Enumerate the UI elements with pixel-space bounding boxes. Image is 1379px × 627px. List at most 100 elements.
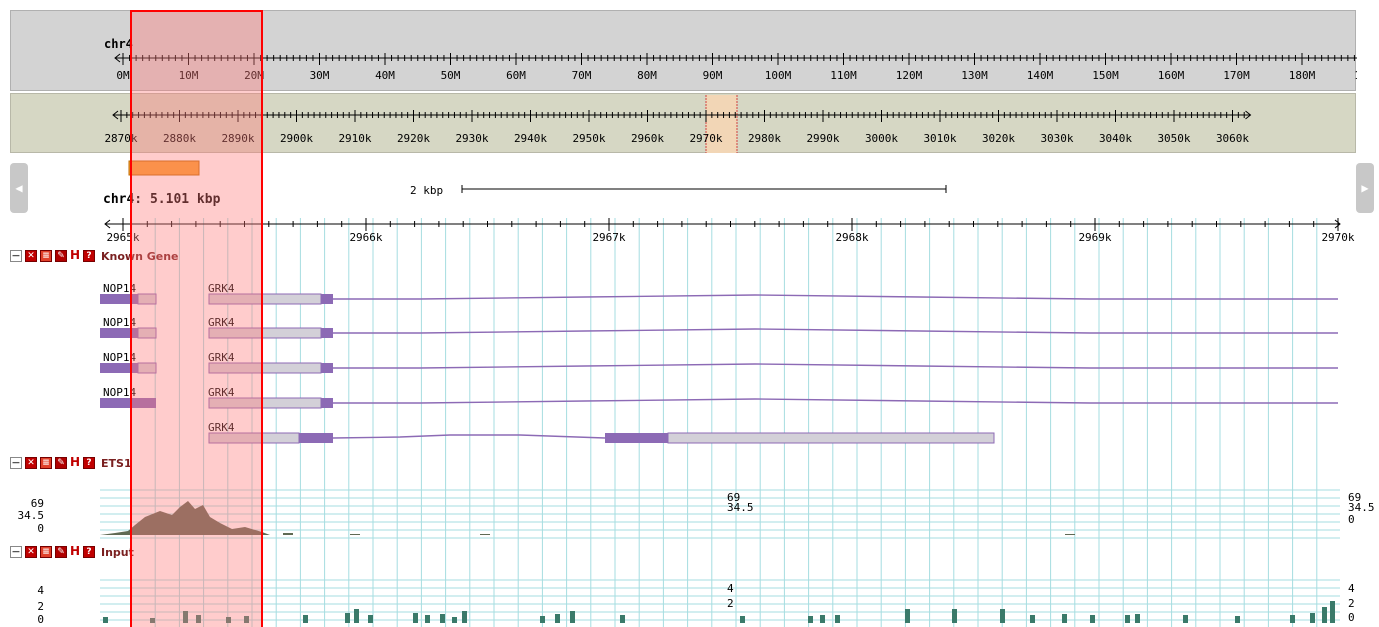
gene-label-nop14: NOP14	[103, 386, 136, 399]
overview-tick-label: 170M	[1223, 69, 1250, 82]
overview-tick-label: 150M	[1092, 69, 1119, 82]
scroll-right-button[interactable]: ▶	[1356, 163, 1374, 213]
gene-exon[interactable]	[321, 398, 333, 408]
gene-exon[interactable]	[100, 294, 138, 304]
input-signal-bar	[196, 615, 201, 623]
gene-exon[interactable]	[321, 363, 333, 373]
input-signal-bar	[620, 615, 625, 623]
ets1-axis-mid-center: 34.5	[727, 501, 754, 514]
close-icon[interactable]: ✕	[25, 457, 37, 469]
input-axis-min-right: 0	[1348, 611, 1355, 624]
gene-exon[interactable]	[100, 328, 138, 338]
gene-exon[interactable]	[100, 363, 138, 373]
input-signal	[103, 601, 1335, 623]
chromosome-overview-panel[interactable]: chr4 0M 10M 20M 30M 40M 50M 60M 70M 80M 90M 100M 11…	[10, 10, 1357, 91]
overview-tick-label: 50M	[441, 69, 461, 82]
minimize-icon[interactable]: −	[10, 456, 22, 469]
region-tick-label: 2990k	[806, 132, 839, 145]
rss-icon[interactable]: ≡	[40, 546, 52, 558]
region-tick-label: 3030k	[1040, 132, 1073, 145]
ets1-axis-max-right: 69	[1348, 491, 1361, 504]
chromosome-name: chr4	[104, 37, 133, 51]
input-signal-bar	[835, 615, 840, 623]
gene-utr[interactable]	[137, 293, 157, 305]
gene-exon[interactable]	[321, 328, 333, 338]
location-indicator[interactable]	[128, 160, 200, 176]
help-icon[interactable]: ?	[83, 546, 95, 558]
gene-label-nop14: NOP14	[103, 282, 136, 295]
region-tick-label: 2980k	[748, 132, 781, 145]
edit-icon[interactable]: ✎	[55, 546, 67, 558]
minimize-icon[interactable]: −	[10, 249, 22, 262]
gene-utr[interactable]	[137, 327, 157, 339]
input-signal-bar	[1322, 607, 1327, 623]
gene-utr[interactable]	[208, 397, 322, 409]
detail-view-panel[interactable]: chr4: 5.101 kbp 2 kbp 2965k 2966k 2967k 296…	[0, 155, 1379, 627]
gene-utr[interactable]	[208, 362, 322, 374]
ets1-axis-min-right: 0	[1348, 513, 1355, 526]
h-icon[interactable]: H	[70, 544, 81, 558]
detail-tick-label: 2969k	[1078, 231, 1111, 244]
gene-utr[interactable]	[667, 432, 995, 444]
ets1-axis-mid-left: 34.5	[18, 509, 45, 522]
gene-intron	[333, 328, 1338, 334]
input-signal-bar	[1062, 614, 1067, 623]
gene-exon[interactable]	[100, 398, 138, 408]
ets1-signal	[100, 501, 1075, 535]
input-axis-mid-center: 2	[727, 597, 734, 610]
rss-icon[interactable]: ≡	[40, 457, 52, 469]
gene-label-nop14: NOP14	[103, 316, 136, 329]
detail-tick-label: 2966k	[349, 231, 382, 244]
gene-utr[interactable]	[208, 293, 322, 305]
gene-exon[interactable]	[299, 433, 333, 443]
h-icon[interactable]: H	[70, 248, 81, 262]
close-icon[interactable]: ✕	[25, 546, 37, 558]
overview-tick-label: 120M	[896, 69, 923, 82]
scroll-left-button[interactable]: ◀	[10, 163, 28, 213]
input-signal-bar	[1090, 615, 1095, 623]
region-view-highlight[interactable]	[706, 95, 737, 153]
close-icon[interactable]: ✕	[25, 250, 37, 262]
overview-tick-label: 190M	[1354, 69, 1357, 82]
gene-intron	[332, 434, 606, 439]
input-signal-bar	[425, 615, 430, 623]
input-signal-bar	[440, 614, 445, 623]
input-signal-bar	[1183, 615, 1188, 623]
detail-tick-label: 2970k	[1321, 231, 1354, 244]
detail-ruler: 2965k 2966k 2967k 2968k 2969k 2970k	[104, 218, 1355, 244]
region-overview-panel[interactable]: 2870k 2880k 2890k 2900k 2910k 2920k 2930k 2940k…	[10, 93, 1356, 153]
edit-icon[interactable]: ✎	[55, 457, 67, 469]
gene-exon[interactable]	[605, 433, 668, 443]
edit-icon[interactable]: ✎	[55, 250, 67, 262]
h-icon[interactable]: H	[70, 455, 81, 469]
track-label: Input	[101, 545, 134, 559]
input-signal-bar	[452, 617, 457, 623]
input-signal-bar	[1290, 615, 1295, 623]
gene-intron	[333, 363, 1338, 369]
input-signal-bar	[1000, 609, 1005, 623]
gene-utr[interactable]	[137, 362, 157, 374]
detail-tick-label: 2967k	[592, 231, 625, 244]
detail-tick-label: 2965k	[106, 231, 139, 244]
location-label: chr4: 5.101 kbp	[103, 192, 221, 207]
region-tick-label: 3060k	[1216, 132, 1249, 145]
gene-exon[interactable]	[138, 398, 156, 408]
grid-lines	[100, 218, 1340, 627]
ets1-peak	[100, 501, 270, 535]
help-icon[interactable]: ?	[83, 250, 95, 262]
gene-utr[interactable]	[208, 327, 322, 339]
gene-label-grk4: GRK4	[208, 421, 235, 434]
input-signal-bar	[226, 617, 231, 623]
input-signal-bar	[905, 609, 910, 623]
known-gene-features: NOP14 GRK4 NOP14 GRK4 NOP14 GRK4 NOP14 GRK4 GRK4	[100, 282, 1338, 444]
help-icon[interactable]: ?	[83, 457, 95, 469]
region-tick-label: 3050k	[1157, 132, 1190, 145]
track-header-input: − ✕ ≡ ✎ H ? Input	[10, 544, 137, 560]
gene-utr[interactable]	[208, 432, 300, 444]
input-signal-bar	[1330, 601, 1335, 623]
rss-icon[interactable]: ≡	[40, 250, 52, 262]
minimize-icon[interactable]: −	[10, 545, 22, 558]
overview-tick-label: 30M	[310, 69, 330, 82]
gene-exon[interactable]	[321, 294, 333, 304]
region-tick-label: 2880k	[163, 132, 196, 145]
